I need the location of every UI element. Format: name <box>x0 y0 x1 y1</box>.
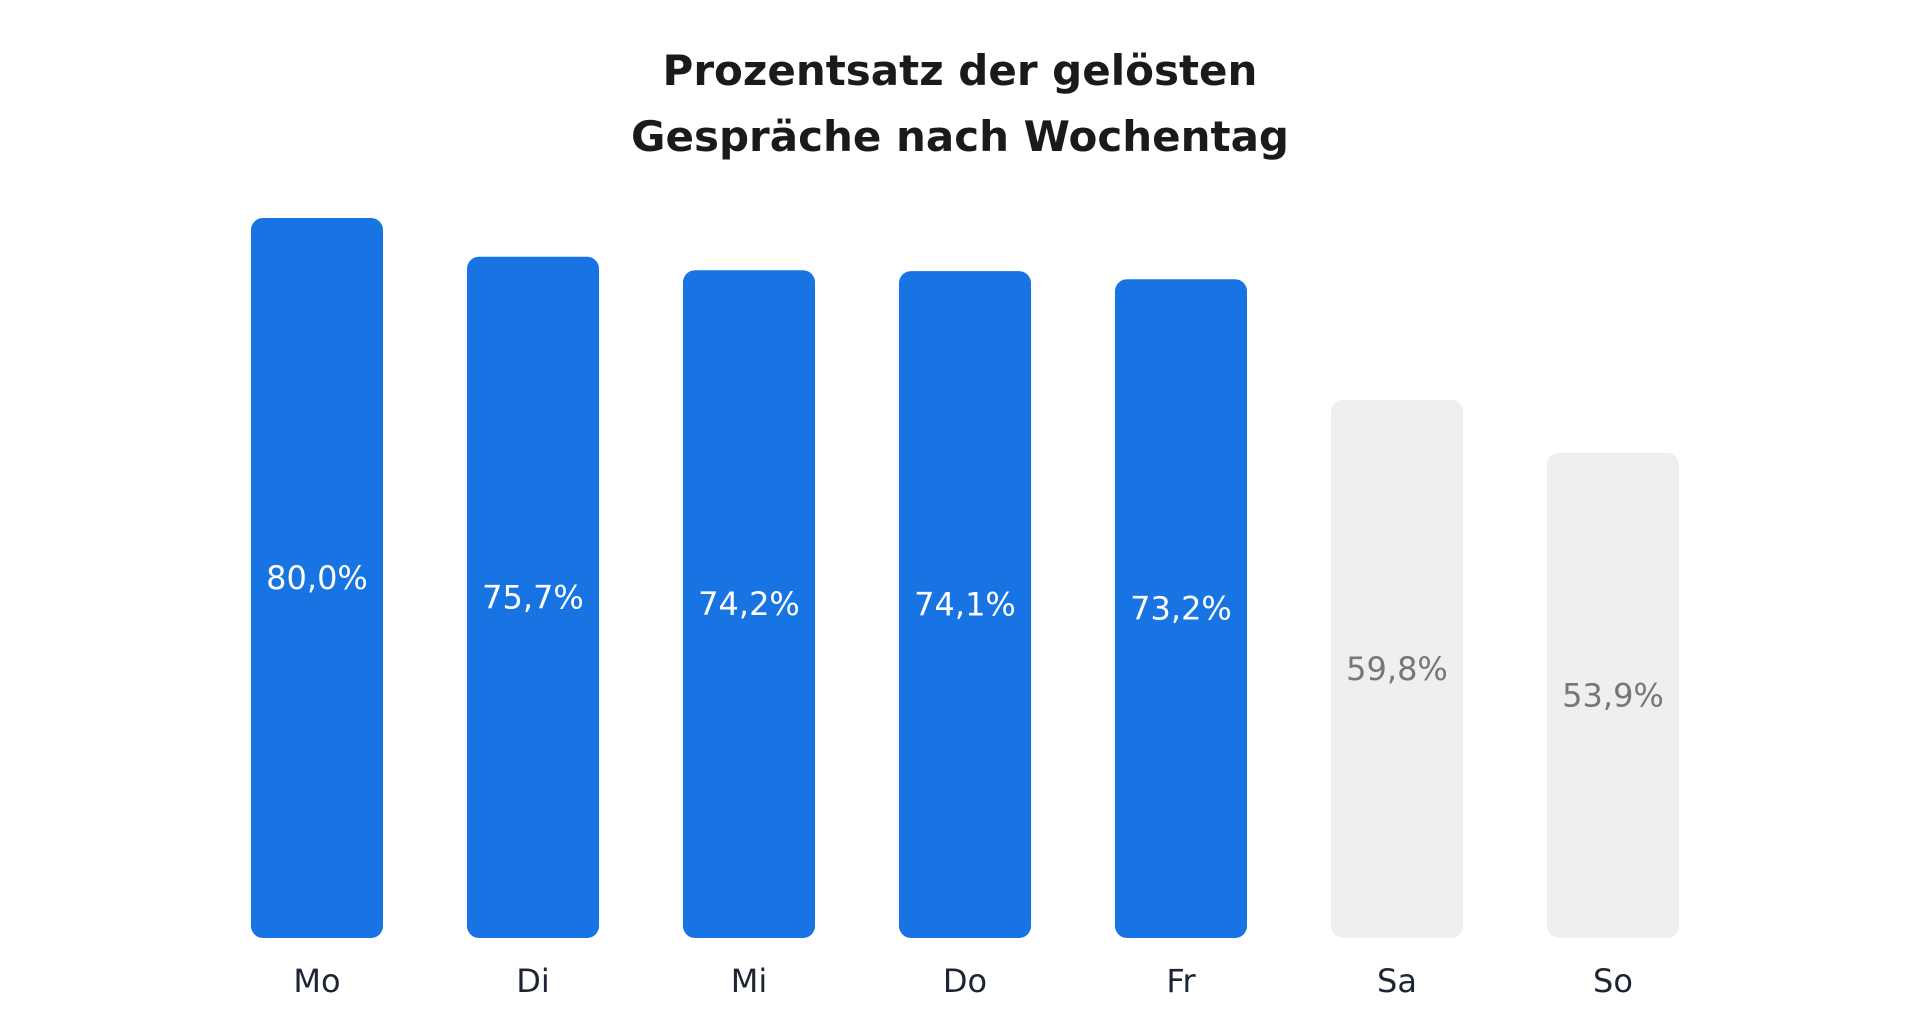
value-label-do: 74,1% <box>914 586 1016 624</box>
value-labels-group: 80,0% 75,7% 74,2% 74,1% 73,2% 59,8% 53,9% <box>266 559 1664 714</box>
bar-so <box>1547 452 1679 938</box>
value-label-sa: 59,8% <box>1346 650 1448 688</box>
chart-title-line-1: Prozentsatz der gelösten <box>662 46 1258 95</box>
category-label-mi: Mi <box>731 962 768 1000</box>
bars-group <box>251 218 1679 939</box>
category-label-fr: Fr <box>1166 962 1196 1000</box>
chart-title: Prozentsatz der gelösten Gespräche nach … <box>0 38 1920 170</box>
category-label-so: So <box>1593 962 1633 1000</box>
bar-mo <box>251 218 383 938</box>
category-labels-group: Mo Di Mi Do Fr Sa So <box>293 962 1633 1000</box>
value-label-di: 75,7% <box>482 578 584 616</box>
bar-mi <box>683 270 815 938</box>
value-label-so: 53,9% <box>1562 676 1664 714</box>
bar-fr <box>1115 279 1247 938</box>
bar-di <box>467 256 599 938</box>
value-label-fr: 73,2% <box>1130 590 1232 628</box>
category-label-di: Di <box>516 962 550 1000</box>
bar-do <box>899 271 1031 939</box>
value-label-mo: 80,0% <box>266 559 368 597</box>
bar-sa <box>1331 399 1463 938</box>
category-label-do: Do <box>943 962 987 1000</box>
category-label-mo: Mo <box>293 962 340 1000</box>
category-label-sa: Sa <box>1377 962 1417 1000</box>
value-label-mi: 74,2% <box>698 585 800 623</box>
chart-title-line-2: Gespräche nach Wochentag <box>631 112 1289 161</box>
